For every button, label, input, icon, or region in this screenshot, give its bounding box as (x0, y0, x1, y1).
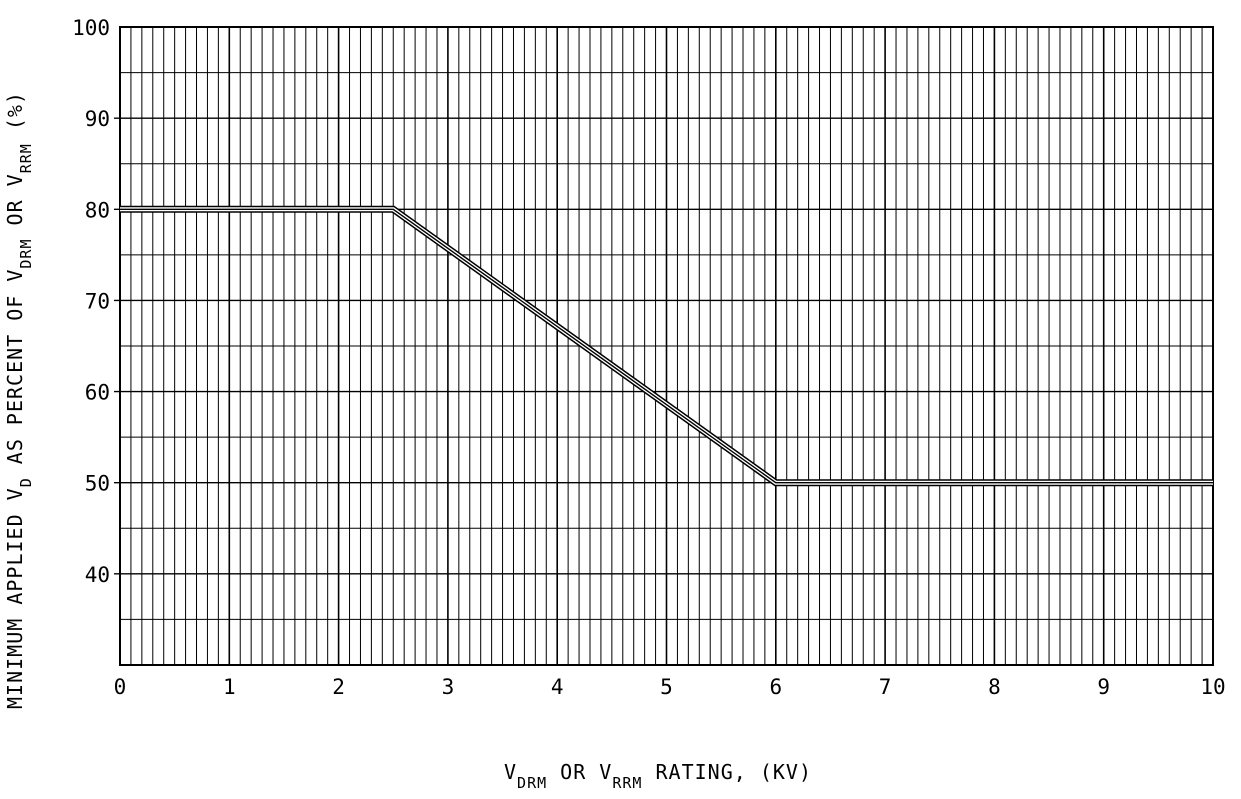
x-tick-label: 4 (551, 675, 564, 699)
x-tick-label: 10 (1200, 675, 1225, 699)
x-tick-label: 8 (988, 675, 1001, 699)
series-line-core (120, 208, 1213, 484)
x-axis-label: VDRM OR VRRM RATING, (KV) (504, 760, 812, 792)
x-tick-label: 9 (1097, 675, 1110, 699)
x-tick-label: 5 (660, 675, 673, 699)
x-tick-label: 1 (223, 675, 236, 699)
y-axis-tick-labels: 40 50 60 70 80 90 100 (72, 16, 110, 587)
x-tick-label: 0 (114, 675, 127, 699)
series-lines (120, 205, 1213, 487)
x-tick-label: 6 (769, 675, 782, 699)
y-tick-label: 50 (85, 472, 110, 496)
y-tick-label: 100 (72, 16, 110, 40)
x-axis-tick-labels: 0 1 2 3 4 5 6 7 8 9 10 (114, 675, 1226, 699)
y-axis-label: MINIMUM APPLIED VD AS PERCENT OF VDRM OR… (3, 91, 35, 709)
minor-horizontal-gridlines (120, 72, 1213, 620)
plot-area-frame (119, 26, 1214, 666)
y-tick-label: 70 (85, 289, 110, 313)
x-tick-label: 3 (442, 675, 455, 699)
y-tick-label: 40 (85, 563, 110, 587)
major-horizontal-gridlines (114, 117, 1213, 575)
x-tick-label: 2 (332, 675, 345, 699)
y-tick-label: 80 (85, 198, 110, 222)
y-tick-label: 90 (85, 107, 110, 131)
x-tick-label: 7 (879, 675, 892, 699)
y-tick-label: 60 (85, 381, 110, 405)
